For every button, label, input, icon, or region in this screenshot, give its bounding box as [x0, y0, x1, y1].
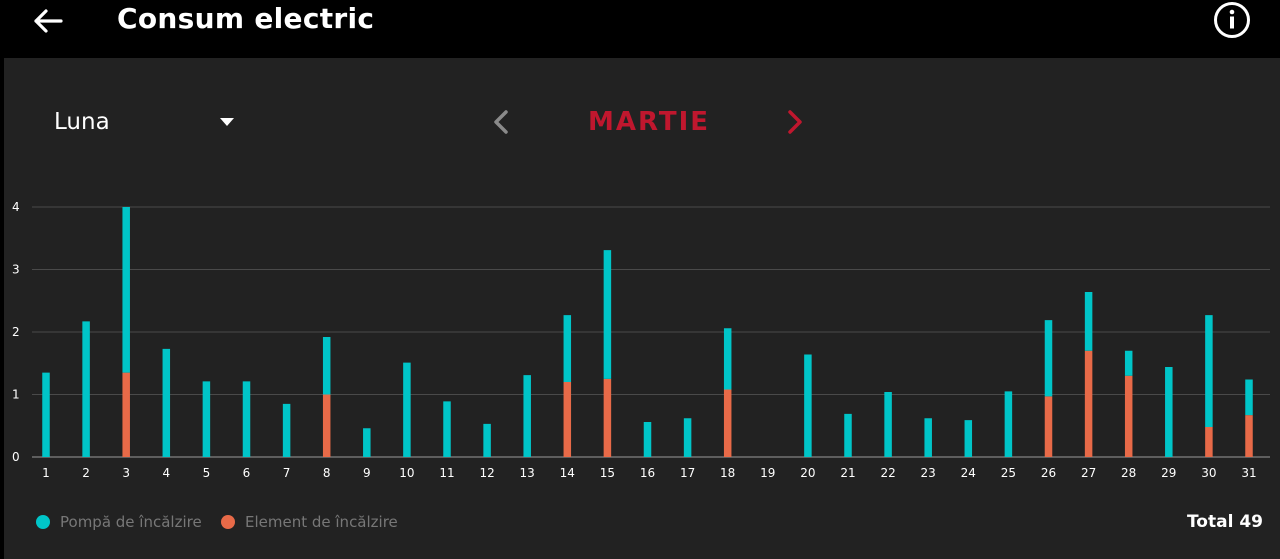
back-button[interactable]: [30, 4, 66, 36]
bar-heat-pump-18: [723, 328, 732, 390]
bar-heat-pump-1: [42, 372, 50, 457]
x-tick-label-21: 21: [840, 466, 855, 480]
bar-heating-element-8: [322, 394, 331, 457]
total-consumption: Total 49: [1187, 510, 1263, 534]
x-tick-label-5: 5: [203, 466, 211, 480]
caret-down-icon: [220, 118, 234, 126]
bar-heating-element-31: [1245, 415, 1253, 457]
y-tick-label-0: 0: [12, 450, 20, 464]
x-tick-label-22: 22: [880, 466, 895, 480]
chevron-right-icon: [788, 110, 802, 134]
bar-heat-pump-2: [82, 321, 90, 457]
y-tick-label-1: 1: [12, 388, 20, 402]
next-month-button[interactable]: [781, 106, 809, 138]
bar-heating-element-15: [603, 378, 612, 457]
bar-heating-element-14: [563, 382, 572, 457]
chevron-left-icon: [494, 110, 508, 134]
bar-heat-pump-3: [122, 207, 130, 373]
bar-heat-pump-11: [443, 401, 451, 457]
bar-heat-pump-31: [1245, 379, 1253, 416]
x-tick-label-6: 6: [243, 466, 251, 480]
bar-heat-pump-23: [924, 418, 932, 457]
x-tick-label-18: 18: [720, 466, 735, 480]
previous-month-button[interactable]: [487, 106, 515, 138]
bar-heating-element-18: [723, 389, 732, 457]
x-tick-label-9: 9: [363, 466, 371, 480]
bar-heat-pump-25: [1004, 391, 1013, 457]
x-tick-label-16: 16: [640, 466, 655, 480]
y-tick-label-3: 3: [12, 263, 20, 277]
bar-heat-pump-12: [483, 423, 491, 457]
bar-heat-pump-14: [563, 315, 572, 382]
bar-heat-pump-7: [282, 403, 291, 457]
bar-heat-pump-21: [844, 413, 852, 457]
legend-dot-heat-pump: [36, 515, 50, 529]
info-icon: [1214, 2, 1250, 38]
period-value: Luna: [54, 109, 110, 135]
x-tick-label-25: 25: [1001, 466, 1016, 480]
x-tick-label-28: 28: [1121, 466, 1136, 480]
bar-heating-element-3: [122, 372, 130, 457]
x-tick-label-8: 8: [323, 466, 331, 480]
info-button[interactable]: [1212, 0, 1252, 40]
bar-heat-pump-29: [1165, 367, 1173, 457]
app-bar: Consum electric: [0, 0, 1280, 58]
bar-heat-pump-17: [683, 418, 692, 457]
x-tick-label-20: 20: [800, 466, 815, 480]
legend-label-heating-element: Element de încălzire: [245, 513, 398, 531]
x-tick-label-11: 11: [439, 466, 454, 480]
x-tick-label-19: 19: [760, 466, 775, 480]
legend-label-heat-pump: Pompă de încălzire: [60, 513, 202, 531]
x-tick-label-17: 17: [680, 466, 695, 480]
y-tick-label-4: 4: [12, 200, 20, 214]
bar-heat-pump-20: [804, 354, 812, 457]
bar-heat-pump-8: [322, 337, 331, 395]
bar-heat-pump-13: [523, 375, 531, 457]
bar-heat-pump-10: [403, 362, 411, 457]
x-tick-label-26: 26: [1041, 466, 1056, 480]
x-tick-label-15: 15: [600, 466, 615, 480]
bar-heat-pump-26: [1044, 320, 1053, 397]
x-tick-label-7: 7: [283, 466, 291, 480]
x-tick-label-23: 23: [921, 466, 936, 480]
x-tick-label-29: 29: [1161, 466, 1176, 480]
bar-heating-element-28: [1124, 375, 1133, 457]
x-tick-label-30: 30: [1201, 466, 1216, 480]
bar-heat-pump-16: [643, 422, 652, 457]
bar-heating-element-30: [1205, 427, 1213, 457]
x-tick-label-13: 13: [520, 466, 535, 480]
bar-heat-pump-15: [603, 250, 612, 379]
total-value: 49: [1239, 512, 1263, 532]
bar-heat-pump-5: [202, 381, 211, 457]
bar-heat-pump-24: [964, 420, 973, 457]
x-tick-label-1: 1: [42, 466, 50, 480]
bar-heat-pump-28: [1124, 350, 1133, 376]
x-tick-label-14: 14: [560, 466, 575, 480]
page-title: Consum electric: [117, 2, 375, 35]
x-tick-label-3: 3: [122, 466, 130, 480]
x-tick-label-4: 4: [162, 466, 170, 480]
x-tick-label-27: 27: [1081, 466, 1096, 480]
arrow-left-icon: [34, 9, 63, 33]
bar-heat-pump-22: [884, 392, 892, 457]
y-tick-label-2: 2: [12, 325, 20, 339]
bar-heat-pump-9: [363, 428, 371, 457]
consumption-panel: Luna MARTIE 0 1 2 3 4 1 2 3 4 5 6 7 8 9 10 11 12 13 14 15 16…: [4, 58, 1280, 559]
bar-heat-pump-30: [1205, 315, 1213, 427]
period-dropdown[interactable]: Luna: [54, 106, 244, 138]
x-tick-label-12: 12: [479, 466, 494, 480]
x-tick-label-24: 24: [961, 466, 976, 480]
bar-heating-element-26: [1044, 396, 1053, 457]
bar-heat-pump-4: [162, 348, 171, 457]
month-label: MARTIE: [587, 107, 711, 137]
bar-heat-pump-6: [242, 381, 251, 457]
bar-heating-element-27: [1084, 350, 1093, 457]
bar-heat-pump-27: [1084, 292, 1093, 351]
x-tick-label-2: 2: [82, 466, 90, 480]
legend-dot-heating-element: [221, 515, 235, 529]
x-tick-label-10: 10: [399, 466, 414, 480]
total-label: Total: [1186, 512, 1234, 532]
x-tick-label-31: 31: [1241, 466, 1256, 480]
